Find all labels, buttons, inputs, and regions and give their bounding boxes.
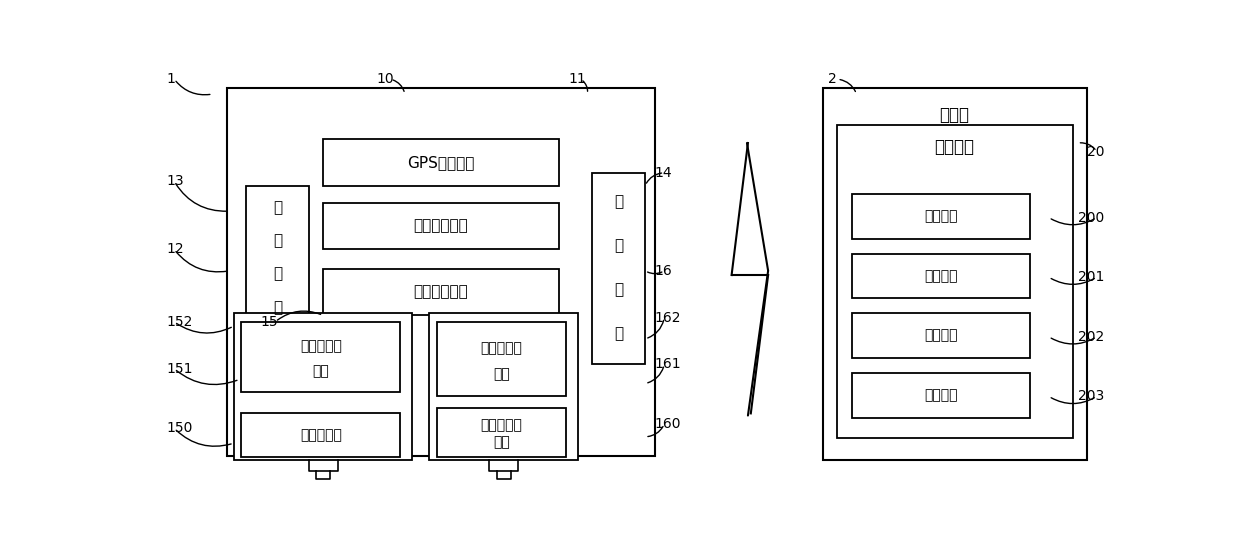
Bar [227, 88, 655, 456]
Bar [429, 314, 578, 460]
Text: 元: 元 [614, 326, 624, 341]
Text: 201: 201 [1078, 270, 1105, 284]
Text: 152: 152 [166, 315, 193, 329]
Text: 200: 200 [1079, 211, 1105, 225]
Text: 灾害预警: 灾害预警 [924, 388, 957, 402]
Bar [852, 194, 1029, 239]
Text: 激光雷达控: 激光雷达控 [300, 340, 342, 353]
Text: 遥感相机控: 遥感相机控 [481, 341, 522, 355]
Text: 14: 14 [655, 166, 672, 180]
Text: 供: 供 [273, 200, 281, 215]
Text: 数据传输单元: 数据传输单元 [413, 285, 469, 300]
Text: 电: 电 [273, 233, 281, 248]
Text: 制器: 制器 [312, 364, 329, 378]
Text: 制器: 制器 [494, 367, 510, 381]
Bar [324, 139, 558, 186]
Bar [852, 254, 1029, 299]
Text: 信: 信 [614, 238, 624, 253]
Text: 通: 通 [614, 194, 624, 209]
Bar [852, 373, 1029, 418]
Text: 集器: 集器 [494, 436, 510, 450]
Text: 飞行控制单元: 飞行控制单元 [413, 218, 469, 233]
Text: 150: 150 [166, 421, 193, 435]
Text: 数据分析: 数据分析 [924, 328, 957, 343]
Text: 11: 11 [568, 72, 587, 86]
Bar [324, 202, 558, 249]
Text: 单: 单 [614, 282, 624, 297]
Text: 点云生成器: 点云生成器 [300, 428, 342, 442]
Text: 中控系统: 中控系统 [935, 138, 975, 156]
Text: 10: 10 [376, 72, 393, 86]
Text: 203: 203 [1079, 389, 1105, 403]
Bar [436, 408, 567, 457]
Text: 单: 单 [273, 267, 281, 281]
Text: 20: 20 [1087, 144, 1105, 159]
Bar [852, 314, 1029, 358]
Bar [234, 314, 412, 460]
Text: 202: 202 [1079, 330, 1105, 344]
Text: 160: 160 [655, 417, 681, 431]
Text: 2: 2 [828, 72, 837, 86]
Bar [247, 186, 309, 330]
Bar [823, 87, 1087, 460]
Text: 数据校正: 数据校正 [924, 210, 957, 223]
Text: 地面站: 地面站 [940, 106, 970, 124]
Bar [242, 413, 401, 457]
Text: 遥感图像采: 遥感图像采 [481, 419, 522, 432]
Text: 162: 162 [655, 311, 681, 325]
Text: 13: 13 [166, 174, 185, 189]
Text: 数据融合: 数据融合 [924, 269, 957, 283]
Bar [436, 322, 567, 397]
Text: 16: 16 [655, 264, 672, 278]
Text: 151: 151 [166, 362, 193, 375]
Text: 12: 12 [166, 242, 185, 257]
Bar [242, 322, 401, 392]
Text: 15: 15 [260, 315, 278, 329]
Text: 元: 元 [273, 300, 281, 315]
Bar [324, 269, 558, 315]
Bar [837, 124, 1073, 437]
Bar [593, 173, 645, 364]
Text: 161: 161 [655, 357, 681, 372]
Text: 1: 1 [166, 72, 175, 86]
Text: GPS导航单元: GPS导航单元 [407, 155, 475, 170]
